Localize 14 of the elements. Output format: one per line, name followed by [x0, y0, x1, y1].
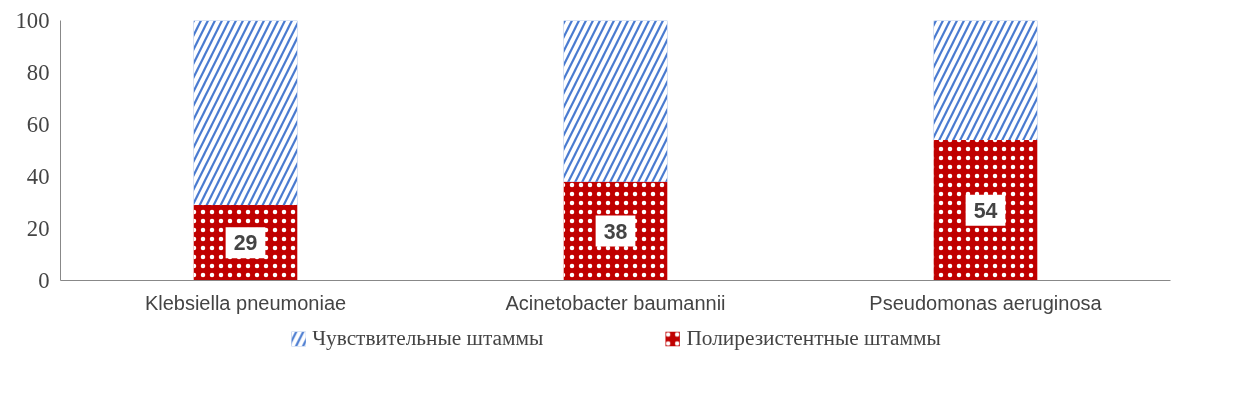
y-tick-label: 0: [38, 268, 50, 293]
x-tick-label: Pseudomonas aeruginosa: [869, 291, 1103, 314]
x-tick-label: Klebsiella pneumoniae: [144, 291, 347, 314]
y-tick-label: 80: [26, 60, 50, 85]
data-label: 38: [603, 219, 628, 244]
legend-label: Чувствительные штаммы: [312, 325, 544, 351]
legend-label: Полирезистентные штаммы: [686, 325, 941, 351]
data-label: 54: [973, 198, 998, 223]
data-label: 29: [233, 231, 258, 256]
y-tick-label: 100: [15, 8, 50, 33]
y-tick-label: 40: [26, 164, 50, 189]
y-tick-label: 60: [26, 112, 50, 137]
x-tick-label: Acinetobacter baumannii: [505, 291, 726, 314]
y-tick-label: 20: [26, 216, 50, 241]
